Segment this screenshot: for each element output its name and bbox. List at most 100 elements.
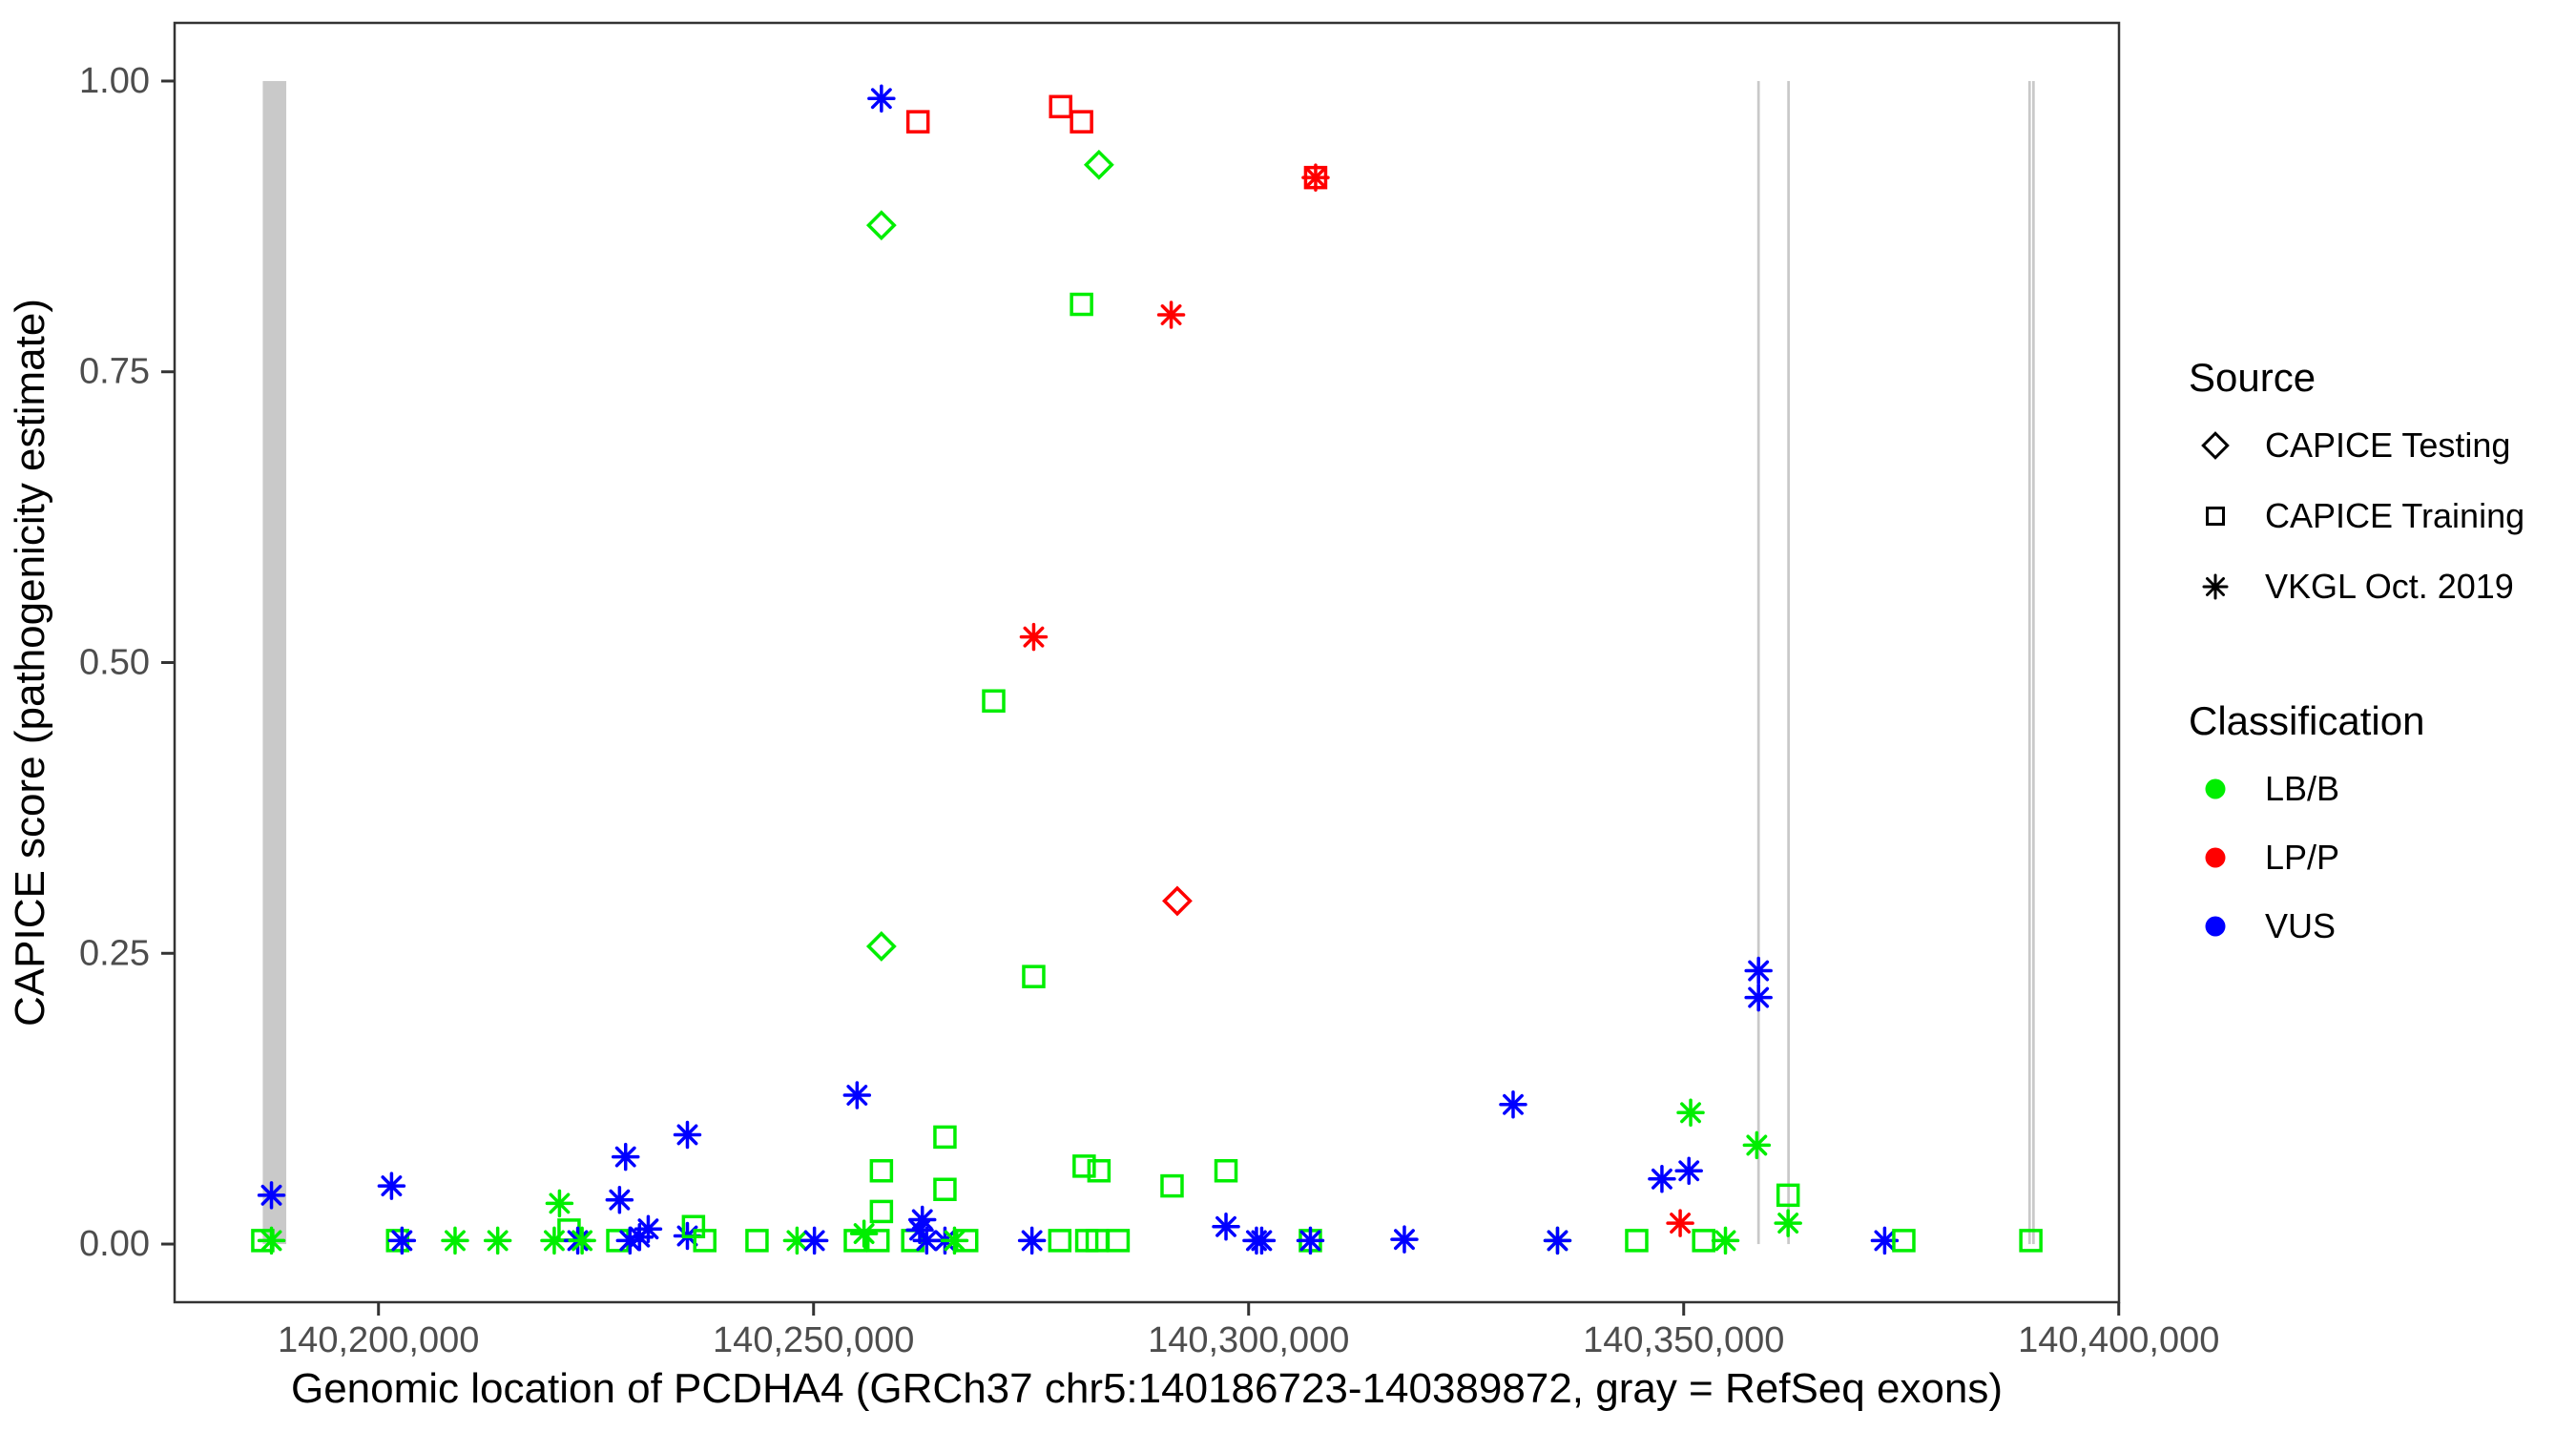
plot-panel-border <box>173 21 2121 1304</box>
data-point <box>1390 1225 1419 1254</box>
legend-item-lpp: LP/P <box>2185 836 2339 880</box>
data-point <box>1499 1090 1527 1119</box>
data-point <box>1070 110 1093 134</box>
legend-classification-title: Classification <box>2189 698 2425 743</box>
x-tick-label: 140,200,000 <box>278 1320 479 1360</box>
data-point <box>1017 1226 1047 1255</box>
data-point <box>605 1185 634 1214</box>
data-point <box>940 1226 969 1255</box>
data-point <box>1774 1209 1802 1237</box>
data-point <box>1162 885 1193 917</box>
data-point <box>1160 1173 1184 1198</box>
data-point <box>1019 622 1049 652</box>
data-point <box>257 1226 286 1255</box>
data-point <box>441 1226 469 1255</box>
data-point <box>865 1229 890 1253</box>
data-point <box>611 1142 640 1172</box>
data-point <box>634 1214 663 1243</box>
x-tick-label: 140,400,000 <box>2018 1320 2219 1360</box>
data-point <box>1711 1226 1740 1255</box>
data-point <box>933 1125 957 1150</box>
refseq-exon-bar <box>2027 80 2031 1245</box>
x-tick-label: 140,300,000 <box>1148 1320 1349 1360</box>
y-tick-label: 1.00 <box>79 61 150 101</box>
data-point <box>377 1172 406 1200</box>
data-point <box>1676 1098 1705 1128</box>
data-point <box>387 1226 417 1255</box>
data-point <box>954 1229 979 1253</box>
data-point <box>1744 956 1773 985</box>
refseq-exon-bar <box>1787 80 1790 1245</box>
legend-item-vkgl: VKGL Oct. 2019 <box>2185 565 2514 609</box>
y-tick-label: 0.75 <box>79 352 150 392</box>
data-point <box>982 689 1006 713</box>
refseq-exon-bar <box>262 80 287 1245</box>
data-point <box>1301 163 1330 192</box>
data-point <box>849 1219 879 1248</box>
legend-item-label: CAPICE Testing <box>2265 425 2511 465</box>
y-axis-title: CAPICE score (pathogenicity estimate) <box>7 299 53 1027</box>
data-point <box>865 931 897 962</box>
legend-item-label: VKGL Oct. 2019 <box>2265 567 2514 606</box>
data-point <box>867 84 896 113</box>
legend-item-label: CAPICE Training <box>2265 496 2525 535</box>
data-point <box>1776 1183 1800 1208</box>
legend-item-vus: VUS <box>2185 904 2336 948</box>
legend-item-label: LP/P <box>2265 838 2340 877</box>
data-point <box>1083 149 1114 180</box>
data-point <box>869 1199 894 1224</box>
data-point <box>1742 1130 1772 1160</box>
data-point <box>745 1229 769 1253</box>
data-point <box>1892 1229 1916 1253</box>
data-point <box>907 1205 937 1234</box>
y-tick-label: 0.50 <box>79 643 150 683</box>
data-point <box>1072 1154 1096 1178</box>
data-point <box>1247 1226 1277 1255</box>
data-point <box>1296 1226 1325 1255</box>
legend-source-title: Source <box>2189 355 2316 400</box>
data-point <box>257 1181 286 1210</box>
data-point <box>1648 1165 1676 1193</box>
data-point <box>800 1226 829 1255</box>
data-point <box>693 1229 717 1253</box>
data-point <box>1625 1229 1649 1253</box>
x-tick-label: 140,350,000 <box>1583 1320 1784 1360</box>
data-point <box>1048 1229 1072 1253</box>
legend-item-lbb: LB/B <box>2185 767 2339 811</box>
data-point <box>842 1081 872 1110</box>
blue-dot-icon <box>2185 904 2246 948</box>
data-point <box>1049 94 1072 119</box>
diamond-icon <box>2185 424 2246 467</box>
legend-item-label: VUS <box>2265 906 2337 945</box>
data-point <box>673 1120 702 1150</box>
y-tick-label: 0.00 <box>79 1224 150 1264</box>
data-point <box>568 1226 596 1255</box>
data-point <box>1106 1229 1131 1253</box>
data-point <box>1022 964 1046 988</box>
red-dot-icon <box>2185 836 2246 880</box>
data-point <box>933 1177 957 1201</box>
data-point <box>1156 301 1186 329</box>
legend: Source CAPICE Testing CAPICE Training <box>2185 355 2571 985</box>
data-point <box>869 1158 894 1183</box>
refseq-exon-bar <box>2031 80 2035 1245</box>
x-axis-title: Genomic location of PCDHA4 (GRCh37 chr5:… <box>291 1365 2003 1412</box>
refseq-exon-bar <box>1756 80 1760 1245</box>
legend-item-capice-testing: CAPICE Testing <box>2185 424 2510 467</box>
data-point <box>1070 292 1093 317</box>
data-point <box>1087 1158 1111 1183</box>
data-point <box>545 1189 574 1218</box>
data-point <box>1214 1158 1238 1183</box>
legend-item-capice-training: CAPICE Training <box>2185 494 2524 538</box>
data-point <box>1666 1209 1694 1237</box>
data-point <box>1543 1226 1572 1255</box>
asterisk-icon <box>2185 565 2246 609</box>
data-point <box>865 210 897 241</box>
data-point <box>1674 1156 1703 1185</box>
data-point <box>1744 983 1773 1012</box>
data-point <box>905 110 930 134</box>
data-point <box>483 1226 512 1255</box>
data-point <box>1692 1229 1715 1253</box>
